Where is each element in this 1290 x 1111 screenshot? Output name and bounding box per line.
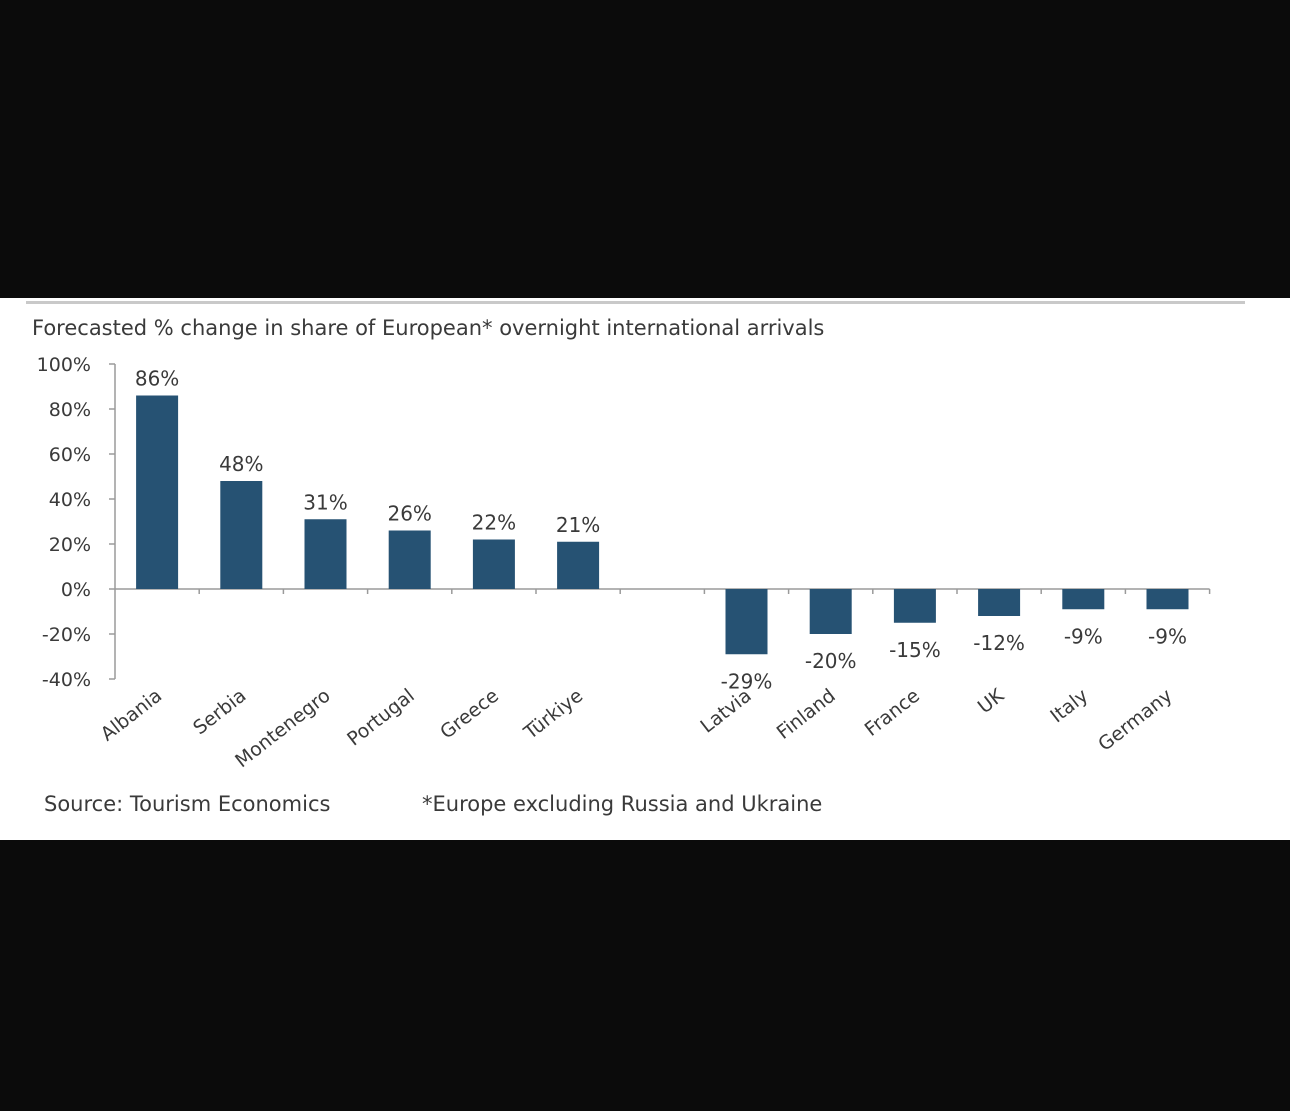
data-label: 48% — [219, 452, 263, 476]
category-label: Finland — [773, 685, 840, 744]
footnote: *Europe excluding Russia and Ukraine — [422, 792, 823, 816]
bar — [725, 589, 768, 655]
bar — [388, 530, 431, 589]
y-tick-label: -20% — [42, 624, 91, 646]
data-label: -29% — [721, 669, 773, 693]
bar — [136, 395, 179, 589]
y-tick-label: 0% — [61, 579, 91, 601]
category-label: UK — [974, 684, 1009, 718]
data-label: 26% — [387, 502, 431, 526]
bar — [978, 589, 1021, 616]
y-tick-label: 40% — [49, 489, 91, 511]
category-label: Türkiye — [519, 685, 587, 745]
bar — [809, 589, 852, 634]
bar — [557, 541, 600, 589]
bar — [1146, 589, 1189, 610]
data-label: 21% — [556, 513, 600, 537]
bar — [304, 519, 347, 589]
y-tick-label: 60% — [49, 444, 91, 466]
chart-title: Forecasted % change in share of European… — [32, 316, 825, 340]
top-rule — [26, 301, 1245, 304]
data-label: 86% — [135, 367, 179, 391]
bar-chart: 100% 80% 60% 40% 20% 0% -20% -40% 86% Albania 48% S… — [37, 354, 1211, 772]
category-label: Albania — [97, 685, 166, 746]
data-label: -20% — [805, 649, 857, 673]
y-tick-label: 80% — [49, 399, 91, 421]
data-label: 22% — [472, 511, 516, 535]
category-label: France — [861, 685, 924, 741]
data-label: 31% — [303, 490, 347, 514]
category-label: Serbia — [189, 685, 250, 740]
category-label: Portugal — [343, 685, 419, 751]
data-label: -15% — [889, 638, 941, 662]
y-tick-label: -40% — [42, 669, 91, 691]
data-label: -9% — [1064, 624, 1103, 648]
bar — [220, 481, 263, 589]
category-label: Germany — [1094, 685, 1176, 756]
category-label: Greece — [436, 685, 503, 744]
y-tick-label: 100% — [37, 354, 91, 376]
category-label: Italy — [1046, 685, 1092, 728]
y-tick-label: 20% — [49, 534, 91, 556]
bar — [1062, 589, 1105, 610]
chart-panel: Forecasted % change in share of European… — [0, 298, 1290, 840]
data-label: -12% — [973, 631, 1025, 655]
source-note: Source: Tourism Economics — [44, 792, 331, 816]
data-label: -9% — [1148, 624, 1187, 648]
bar — [472, 539, 515, 589]
bar — [893, 589, 936, 623]
